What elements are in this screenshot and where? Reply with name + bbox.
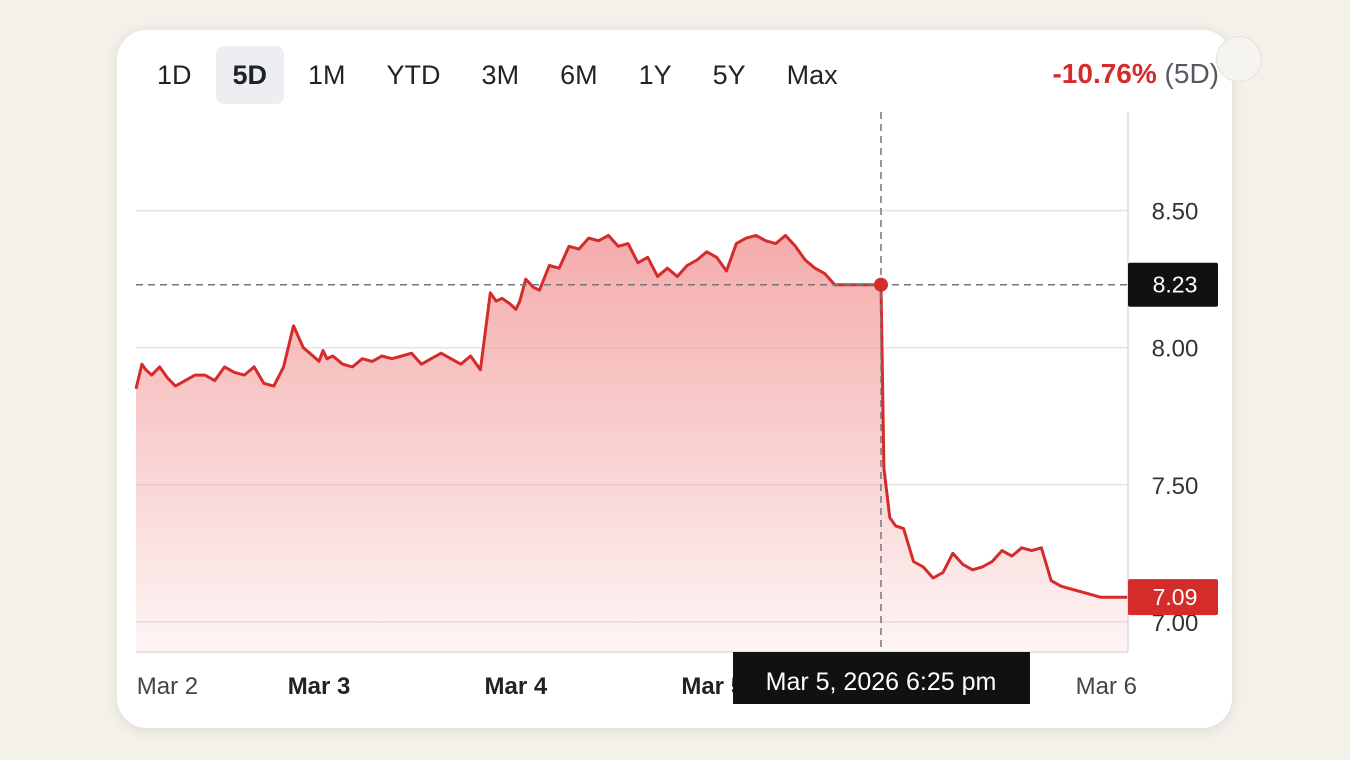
x-tick-label: Mar 3 [288,673,351,700]
range-tab-1y[interactable]: 1Y [638,60,672,90]
range-tab-ytd[interactable]: YTD [386,60,441,90]
y-tick-label: 8.00 [1152,336,1199,363]
last-price-label: 7.09 [1128,579,1218,616]
y-tick-label: 8.50 [1152,199,1199,226]
x-tick-label: Mar 2 [137,673,198,700]
last-price-label-bg [1128,579,1218,616]
price-line [134,233,1128,599]
corner-control[interactable] [1216,36,1262,82]
range-tab-1m[interactable]: 1M [308,60,346,90]
crosshair-price-label-text: 8.23 [1153,272,1198,298]
price-area [136,235,1128,652]
crosshair-price-label: 8.23 [1128,262,1218,307]
change-percent: -10.76% [1052,58,1157,89]
range-selector: 1D 5D 1M YTD 3M 6M 1Y 5Y Max [140,46,862,104]
change-period: (5D) [1164,58,1219,89]
x-axis-ticks: Mar 2 Mar 3 Mar 4 Mar 5 Mar 6 [137,673,1137,700]
last-price-label-text: 7.09 [1153,584,1198,610]
x-tick-label: Mar 4 [485,673,548,700]
range-tab-max[interactable]: Max [786,60,838,90]
range-tab-5d[interactable]: 5D [215,46,285,104]
crosshair-time-label: Mar 5, 2026 6:25 pm [732,652,1030,704]
crosshair-time-label-text: Mar 5, 2026 6:25 pm [766,668,997,696]
x-tick-label: Mar 6 [1076,673,1137,700]
range-tab-6m[interactable]: 6M [560,60,598,90]
crosshair-point [873,277,888,292]
range-tab-3m[interactable]: 3M [481,60,520,90]
range-tab-5y[interactable]: 5Y [712,60,746,90]
range-tab-1d[interactable]: 1D [157,60,192,90]
y-tick-label: 7.50 [1152,473,1199,500]
period-change: -10.76% (5D) [1052,58,1219,90]
crosshair-price-label-bg [1128,262,1218,307]
crosshair-time-label-bg [732,652,1030,704]
